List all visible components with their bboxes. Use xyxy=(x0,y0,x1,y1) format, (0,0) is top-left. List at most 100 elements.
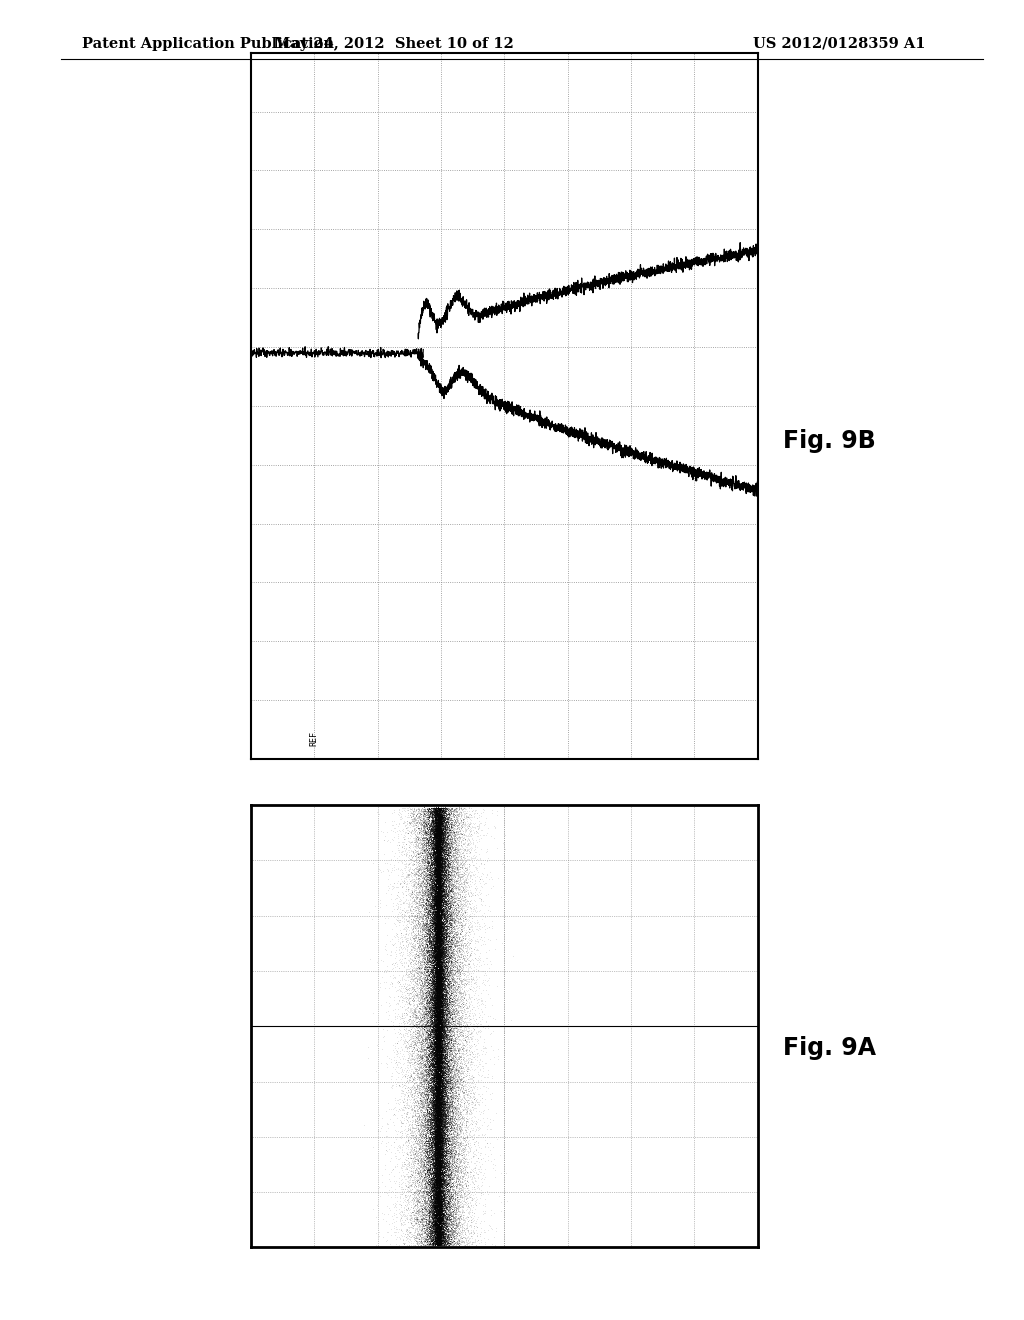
Point xyxy=(406,1127,422,1148)
Point xyxy=(429,954,445,975)
Point xyxy=(424,1048,440,1069)
Point xyxy=(433,1069,450,1090)
Point xyxy=(437,987,454,1008)
Point xyxy=(427,985,443,1006)
Point xyxy=(433,1164,450,1185)
Point xyxy=(452,974,468,995)
Point xyxy=(429,1208,445,1229)
Point xyxy=(428,866,444,887)
Point xyxy=(404,1188,421,1209)
Point xyxy=(430,871,446,892)
Point xyxy=(432,898,449,919)
Point xyxy=(414,845,430,866)
Point xyxy=(422,1181,438,1203)
Point xyxy=(407,1224,423,1245)
Point xyxy=(427,1183,443,1204)
Point xyxy=(429,1114,445,1135)
Point xyxy=(427,1140,443,1162)
Point xyxy=(426,1162,442,1183)
Point xyxy=(419,1133,435,1154)
Point xyxy=(418,1191,434,1212)
Point xyxy=(437,1184,454,1205)
Point xyxy=(396,1016,413,1038)
Point xyxy=(413,939,429,960)
Point xyxy=(429,952,445,973)
Point xyxy=(431,1156,447,1177)
Point xyxy=(429,1002,445,1023)
Point xyxy=(445,873,462,894)
Point xyxy=(438,1164,455,1185)
Point xyxy=(408,1177,424,1199)
Point xyxy=(432,875,449,896)
Point xyxy=(431,907,447,928)
Point xyxy=(432,809,449,830)
Point xyxy=(430,1166,446,1187)
Point xyxy=(400,993,417,1014)
Point xyxy=(431,1019,447,1040)
Point xyxy=(426,1185,442,1206)
Point xyxy=(415,985,431,1006)
Point xyxy=(441,1003,458,1024)
Point xyxy=(441,1015,458,1036)
Point xyxy=(434,1071,451,1092)
Point xyxy=(425,975,441,997)
Point xyxy=(446,991,463,1012)
Point xyxy=(432,1143,449,1164)
Point xyxy=(447,1002,464,1023)
Point xyxy=(444,903,461,924)
Point xyxy=(433,1086,450,1107)
Point xyxy=(430,1150,446,1171)
Point xyxy=(434,916,451,937)
Point xyxy=(439,816,456,837)
Point xyxy=(436,1061,453,1082)
Point xyxy=(432,1129,449,1150)
Point xyxy=(428,876,444,898)
Point xyxy=(425,1080,441,1101)
Point xyxy=(435,841,452,862)
Point xyxy=(442,1045,459,1067)
Point xyxy=(433,946,450,968)
Point xyxy=(439,1197,456,1218)
Point xyxy=(430,973,446,994)
Point xyxy=(423,871,439,892)
Point xyxy=(404,891,421,912)
Point xyxy=(425,1026,441,1047)
Point xyxy=(408,925,424,946)
Point xyxy=(435,1096,452,1117)
Point xyxy=(423,838,439,859)
Point xyxy=(432,1088,449,1109)
Point xyxy=(417,817,433,838)
Point xyxy=(431,816,447,837)
Point xyxy=(436,1195,453,1216)
Point xyxy=(431,978,447,999)
Point xyxy=(430,821,446,842)
Point xyxy=(389,1040,406,1061)
Point xyxy=(422,833,438,854)
Point xyxy=(417,1131,433,1152)
Point xyxy=(463,945,479,966)
Point xyxy=(435,838,452,859)
Point xyxy=(430,870,446,891)
Point xyxy=(419,961,435,982)
Point xyxy=(413,817,429,838)
Point xyxy=(438,1130,455,1151)
Point xyxy=(426,907,442,928)
Point xyxy=(419,875,435,896)
Point xyxy=(425,1107,441,1129)
Point xyxy=(422,886,438,907)
Point xyxy=(417,975,433,997)
Point xyxy=(404,1191,421,1212)
Point xyxy=(443,888,460,909)
Point xyxy=(425,1232,441,1253)
Point xyxy=(432,804,449,825)
Point xyxy=(434,1047,451,1068)
Point xyxy=(426,908,442,929)
Point xyxy=(435,1074,452,1096)
Point xyxy=(438,1076,455,1097)
Point xyxy=(398,838,415,859)
Point xyxy=(428,1226,444,1247)
Point xyxy=(425,870,441,891)
Point xyxy=(423,1064,439,1085)
Point xyxy=(432,989,449,1010)
Point xyxy=(431,1117,447,1138)
